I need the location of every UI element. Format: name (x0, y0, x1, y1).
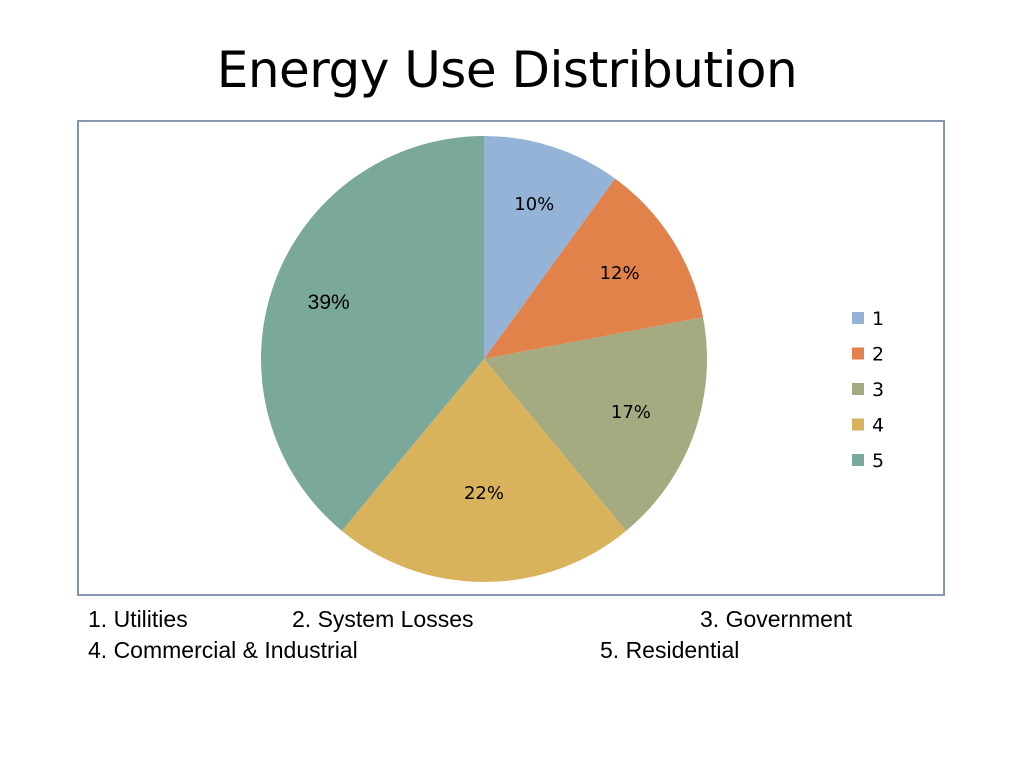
slide-title: Energy Use Distribution (216, 41, 798, 99)
footnote-residential: 5. Residential (600, 637, 740, 663)
pie-slice-utilities (484, 136, 616, 359)
footnote-utilities: 1. Utilities (88, 606, 188, 632)
legend-label-2: 2 (872, 344, 884, 366)
data-label-commercial-industrial: 22% (464, 483, 504, 504)
pie-labels: 10% 12% 17% 22% 39% (308, 194, 651, 504)
legend-swatch-3 (852, 383, 864, 395)
footnote-system-losses: 2. System Losses (292, 606, 474, 632)
pie-slice-commercial-industrial (341, 359, 627, 582)
footnote-government: 3. Government (700, 606, 853, 632)
data-label-government: 17% (611, 402, 651, 423)
legend-swatch-2 (852, 347, 864, 360)
pie-slice-residential (261, 136, 484, 531)
legend-swatch-4 (852, 418, 864, 431)
legend-label-4: 4 (872, 415, 884, 437)
legend-swatch-5 (852, 454, 864, 466)
legend: 1 2 3 4 5 (852, 308, 884, 472)
data-label-system-losses: 12% (600, 263, 640, 284)
data-label-residential: 39% (308, 291, 350, 314)
legend-label-1: 1 (872, 308, 884, 330)
pie-slice-system-losses (484, 178, 704, 359)
data-label-utilities: 10% (514, 194, 554, 215)
chart-frame: 10% 12% 17% 22% 39% 1 2 3 4 5 (77, 120, 945, 596)
legend-swatch-1 (852, 312, 864, 324)
pie-slices (261, 136, 708, 582)
pie-chart: 10% 12% 17% 22% 39% 1 2 3 4 5 (261, 136, 884, 582)
legend-label-5: 5 (872, 450, 884, 472)
pie-slice-government (484, 317, 708, 531)
footnote-commercial-industrial: 4. Commercial & Industrial (88, 637, 358, 663)
legend-label-3: 3 (872, 379, 884, 401)
